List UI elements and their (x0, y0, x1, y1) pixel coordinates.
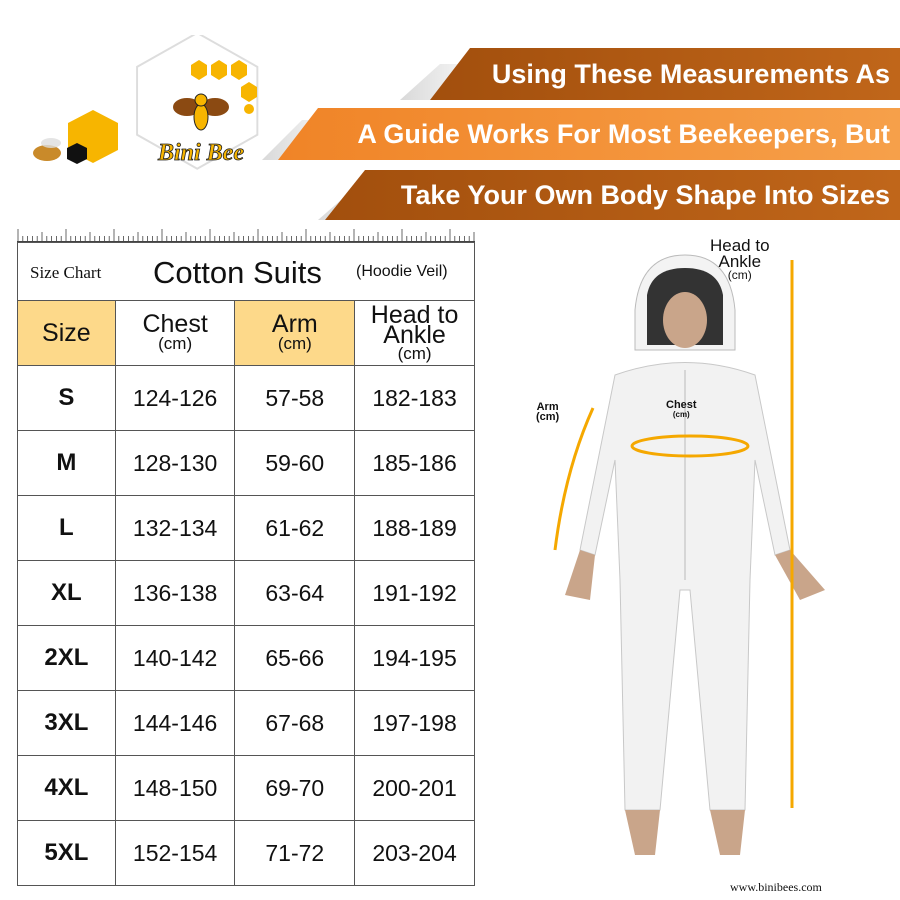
head-to-ankle-cell: 191-192 (354, 560, 475, 626)
honeycomb-icon (191, 60, 257, 114)
header-row: Size Chest (cm) Arm (cm) Head to Ankle (cm) (17, 300, 475, 366)
arm-label: Arm (cm) (536, 401, 560, 423)
banner-line-2: A Guide Works For Most Beekeepers, But (278, 108, 900, 160)
table-row: 3XL 144-146 67-68 197-198 (17, 690, 475, 756)
banner-line-3: Take Your Own Body Shape Into Sizes (325, 170, 900, 220)
size-cell: S (17, 365, 116, 431)
size-cell: 2XL (17, 625, 116, 691)
size-cell: 3XL (17, 690, 116, 756)
table-row: M 128-130 59-60 185-186 (17, 430, 475, 496)
face (663, 292, 707, 348)
size-chart-label: Size Chart (30, 263, 102, 282)
head-to-ankle-cell: 194-195 (354, 625, 475, 691)
banner-line-1: Using These Measurements As (430, 48, 900, 100)
head-to-ankle-cell: 182-183 (354, 365, 475, 431)
size-cell: 5XL (17, 820, 116, 886)
brand-logo: Bini Bee (33, 35, 259, 170)
left-hand (565, 550, 595, 600)
table-title: Cotton Suits (153, 255, 322, 290)
head-to-ankle-cell: 185-186 (354, 430, 475, 496)
table-row: L 132-134 61-62 188-189 (17, 495, 475, 561)
size-cell: 4XL (17, 755, 116, 821)
arm-cell: 71-72 (234, 820, 356, 886)
size-cell: L (17, 495, 116, 561)
arm-cell: 69-70 (234, 755, 356, 821)
size-chart-table: Size Chart Cotton Suits (Hoodie Veil) Si… (17, 242, 475, 886)
header-arm: Arm (cm) (234, 300, 356, 366)
title-row: Size Chart Cotton Suits (Hoodie Veil) (17, 242, 475, 301)
chest-cell: 148-150 (114, 755, 236, 821)
header-chest: Chest (cm) (114, 300, 236, 366)
bee-icon (33, 138, 61, 161)
chest-cell: 132-134 (114, 495, 236, 561)
header-head-to-ankle: Head to Ankle (cm) (354, 300, 475, 366)
chest-cell: 136-138 (114, 560, 236, 626)
chest-cell: 152-154 (114, 820, 236, 886)
table-row: 2XL 140-142 65-66 194-195 (17, 625, 475, 691)
arm-cell: 57-58 (234, 365, 356, 431)
table-row: 4XL 148-150 69-70 200-201 (17, 755, 475, 821)
ruler (17, 229, 475, 242)
head-to-ankle-label: Head to Ankle (cm) (710, 236, 770, 282)
arm-cell: 67-68 (234, 690, 356, 756)
website-url: www.binibees.com (730, 880, 822, 894)
size-cell: M (17, 430, 116, 496)
table-row: XL 136-138 63-64 191-192 (17, 560, 475, 626)
suit-figure (553, 254, 825, 855)
chest-cell: 128-130 (114, 430, 236, 496)
head-to-ankle-cell: 188-189 (354, 495, 475, 561)
chest-cell: 140-142 (114, 625, 236, 691)
size-cell: XL (17, 560, 116, 626)
table-row: S 124-126 57-58 182-183 (17, 365, 475, 431)
chest-label: Chest (cm) (666, 399, 697, 420)
table-row: 5XL 152-154 71-72 203-204 (17, 820, 475, 886)
right-hand (775, 550, 825, 600)
arm-cell: 65-66 (234, 625, 356, 691)
arm-cell: 61-62 (234, 495, 356, 561)
chest-measure-line (630, 434, 750, 458)
header-size: Size (17, 300, 116, 366)
arm-cell: 59-60 (234, 430, 356, 496)
table-note: (Hoodie Veil) (356, 263, 448, 280)
head-to-ankle-cell: 203-204 (354, 820, 475, 886)
head-to-ankle-cell: 200-201 (354, 755, 475, 821)
chest-cell: 124-126 (114, 365, 236, 431)
arm-cell: 63-64 (234, 560, 356, 626)
arm-measure-line (553, 407, 595, 551)
chest-cell: 144-146 (114, 690, 236, 756)
brand-name: Bini Bee (157, 140, 244, 166)
head-to-ankle-cell: 197-198 (354, 690, 475, 756)
bee-mascot-icon (173, 93, 229, 131)
